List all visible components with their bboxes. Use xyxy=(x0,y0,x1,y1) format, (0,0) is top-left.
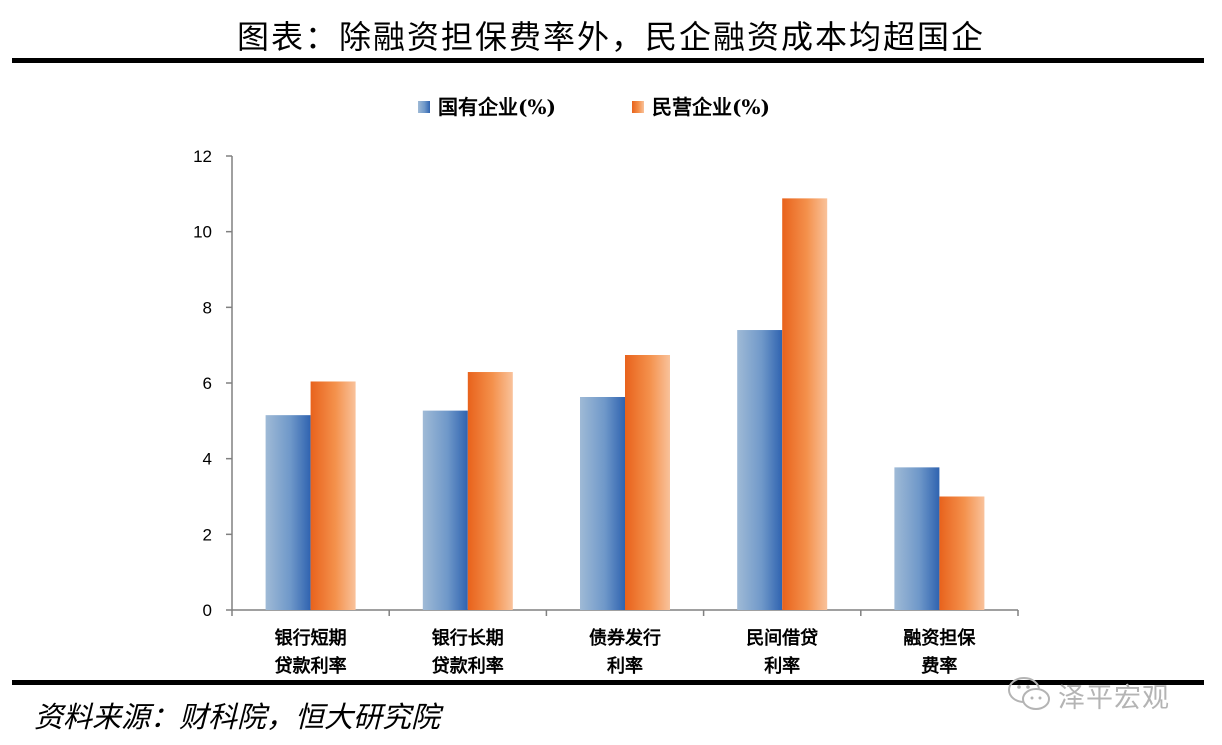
bar-private-1 xyxy=(467,372,513,610)
y-tick-label: 12 xyxy=(193,147,212,166)
y-tick-label: 10 xyxy=(193,223,212,242)
chart-legend: 国有企业(%) 民营企业(%) xyxy=(418,95,770,119)
footer-divider xyxy=(12,680,1204,685)
wechat-icon xyxy=(1008,677,1050,710)
y-tick-label: 0 xyxy=(203,601,212,620)
title-divider xyxy=(12,58,1204,63)
y-tick-label: 2 xyxy=(203,525,212,544)
watermark-text: 泽平宏观 xyxy=(1058,683,1170,714)
bar-state-owned-3 xyxy=(737,330,783,610)
x-category-label: 债券发行 xyxy=(589,627,661,649)
x-category-label: 利率 xyxy=(607,655,643,677)
legend-swatch xyxy=(632,101,644,113)
source-note: 资料来源：财科院，恒大研究院 xyxy=(34,700,441,734)
x-category-label: 贷款利率 xyxy=(432,655,504,677)
legend-label: 国有企业(%) xyxy=(438,95,556,119)
legend-swatch xyxy=(418,101,430,113)
bar-private-0 xyxy=(310,381,356,610)
chart-axes: 0 2 4 6 8 10 12 xyxy=(193,147,1019,620)
x-category-label: 银行短期 xyxy=(275,627,347,649)
x-category-label: 融资担保 xyxy=(903,627,976,649)
x-category-label: 费率 xyxy=(921,655,957,677)
x-category-label: 银行长期 xyxy=(432,627,504,649)
bar-private-4 xyxy=(939,496,985,610)
page-title: 图表：除融资担保费率外，民企融资成本均超国企 xyxy=(236,18,985,56)
bar-state-owned-2 xyxy=(580,396,625,610)
watermark: 泽平宏观 xyxy=(1006,672,1206,716)
bar-state-owned-1 xyxy=(422,410,468,610)
bar-private-3 xyxy=(782,198,828,610)
bar-state-owned-4 xyxy=(894,467,940,610)
x-category-label: 民间借贷 xyxy=(746,627,818,649)
y-tick-label: 4 xyxy=(203,450,212,469)
legend-label: 民营企业(%) xyxy=(652,95,770,119)
bar-state-owned-0 xyxy=(265,415,311,610)
chart-bars xyxy=(265,198,985,610)
x-category-label: 贷款利率 xyxy=(275,655,347,677)
y-tick-label: 6 xyxy=(203,374,212,393)
y-tick-label: 8 xyxy=(203,298,212,317)
bar-private-2 xyxy=(625,355,670,610)
x-category-label: 利率 xyxy=(764,655,800,677)
